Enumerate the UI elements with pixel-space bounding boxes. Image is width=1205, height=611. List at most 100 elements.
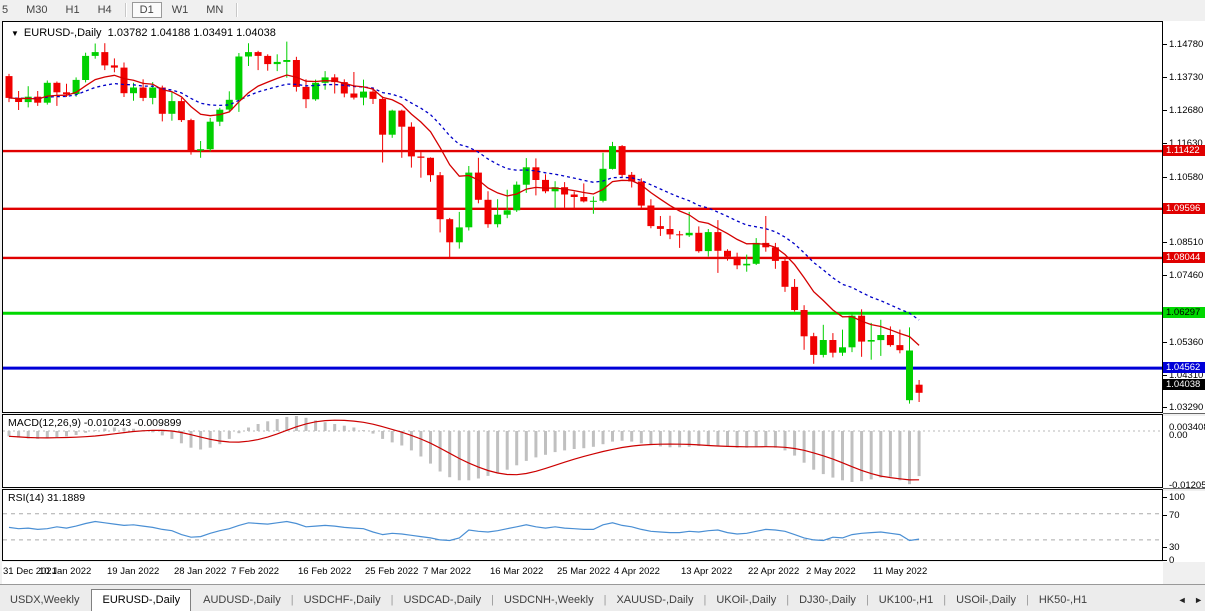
macd-histogram-bar: [821, 431, 825, 475]
chart-menu-dropdown-icon[interactable]: ▼: [11, 29, 19, 38]
symbol-tab-xauusd[interactable]: XAUUSD-,Daily: [616, 594, 694, 606]
candle-body: [177, 101, 185, 121]
date-axis[interactable]: 31 Dec 2021 10 Jan 2022 19 Jan 2022 28 Jan …: [2, 562, 1163, 584]
macd-axis-label: -0.012059: [1169, 480, 1205, 491]
macd-histogram-bar: [908, 431, 911, 485]
timeframe-button-mn[interactable]: MN: [206, 3, 224, 16]
candle-body: [82, 55, 90, 80]
macd-indicator-pane[interactable]: MACD(12,26,9) -0.010243 -0.009899: [2, 414, 1163, 488]
candle-body: [340, 82, 348, 94]
current-price-label: 1.04038: [1163, 379, 1205, 390]
macd-histogram-bar: [831, 431, 835, 478]
symbol-tab-usdx[interactable]: USDX,Weekly: [10, 594, 80, 606]
axis-tick-label: 1.05360: [1169, 337, 1204, 348]
macd-histogram-bar: [601, 431, 605, 445]
candle-body: [120, 67, 128, 94]
timeframe-button-h4[interactable]: H4: [97, 3, 112, 16]
candle-body: [149, 87, 157, 98]
axis-tick: [1163, 110, 1167, 111]
symbol-tab-eurusd[interactable]: EURUSD-,Daily: [91, 589, 192, 611]
main-chart-pane[interactable]: ▼ EURUSD-,Daily 1.03782 1.04188 1.03491 1…: [2, 21, 1163, 413]
rsi-axis-label: 100: [1169, 492, 1185, 503]
candle-body: [436, 175, 444, 220]
timeframe-button-h1[interactable]: H1: [65, 3, 80, 16]
candle-body: [762, 242, 770, 248]
macd-histogram-bar: [668, 431, 672, 448]
candlestick-chart-canvas[interactable]: [3, 22, 1162, 412]
candle-body: [206, 121, 214, 150]
candle-body: [494, 214, 502, 225]
rsi-chart-canvas[interactable]: [3, 490, 1162, 560]
candle-body: [915, 384, 923, 393]
macd-histogram-bar: [93, 430, 97, 431]
macd-histogram-bar: [409, 431, 413, 451]
candle-body: [906, 350, 913, 401]
axis-tick: [1163, 547, 1167, 548]
rsi-axis-label: 30: [1169, 542, 1180, 553]
macd-histogram-bar: [237, 431, 241, 434]
macd-histogram-bar: [7, 431, 11, 437]
tab-scroll-right-icon[interactable]: ►: [1194, 595, 1203, 605]
timeframe-button-5[interactable]: 5: [2, 3, 9, 16]
macd-histogram-bar: [544, 431, 547, 455]
candle-body: [254, 52, 262, 56]
candle-body: [292, 60, 300, 87]
macd-histogram-bar: [726, 431, 729, 447]
candle-body: [848, 315, 856, 348]
macd-histogram-bar: [179, 431, 183, 444]
symbol-tab-ukoil[interactable]: UKOil-,Daily: [716, 594, 777, 606]
macd-histogram-bar: [860, 431, 864, 482]
symbol-tab-usoil[interactable]: USOil-,Daily: [956, 594, 1016, 606]
candle-body: [551, 187, 559, 192]
candle-body: [24, 96, 32, 103]
macd-histogram-bar: [783, 431, 787, 451]
candle-body: [666, 229, 674, 235]
rsi-indicator-pane[interactable]: RSI(14) 31.1889: [2, 489, 1163, 561]
axis-tick-label: 1.08510: [1169, 237, 1204, 248]
symbol-tab-hk50[interactable]: HK50-,H1: [1038, 594, 1088, 606]
price-axis[interactable]: 1.14780 1.13730 1.12680 1.11630 1.10580 1.085…: [1163, 21, 1205, 566]
date-label: 7 Feb 2022: [231, 566, 280, 577]
macd-histogram-bar: [869, 431, 873, 480]
candle-body: [695, 232, 703, 252]
candle-body: [283, 60, 291, 62]
axis-tick: [1163, 342, 1167, 343]
candle-body: [5, 76, 13, 98]
macd-chart-canvas[interactable]: [3, 415, 1162, 487]
tab-scroll-left-icon[interactable]: ◄: [1177, 595, 1187, 605]
candle-body: [800, 310, 808, 337]
macd-histogram-bar: [841, 431, 844, 481]
date-label: 25 Feb 2022: [365, 566, 419, 577]
axis-tick-label: 1.14780: [1169, 39, 1204, 50]
macd-histogram-bar: [534, 431, 538, 458]
ma-fast-line[interactable]: [8, 74, 920, 346]
axis-tick-label: 1.12680: [1169, 105, 1204, 116]
symbol-tab-usdcnh[interactable]: USDCNH-,Weekly: [503, 594, 594, 606]
date-label: 2 May 2022: [806, 566, 856, 577]
candle-body: [350, 93, 358, 98]
candle-body: [810, 336, 818, 355]
macd-histogram-bar: [112, 427, 116, 431]
date-label: 16 Feb 2022: [298, 566, 352, 577]
tab-separator: |: [290, 594, 294, 606]
candle-body: [417, 156, 425, 158]
tab-separator: |: [491, 594, 494, 606]
macd-histogram-bar: [505, 431, 509, 470]
timeframe-button-w1[interactable]: W1: [171, 3, 189, 16]
ma-slow-line[interactable]: [8, 82, 920, 321]
tab-separator: |: [1025, 594, 1029, 606]
symbol-tab-audusd[interactable]: AUDUSD-,Daily: [203, 594, 281, 606]
candle-body: [398, 110, 406, 127]
symbol-tab-usdcad[interactable]: USDCAD-,Daily: [403, 594, 482, 606]
timeframe-toolbar: 5 M30 H1 H4 D1 W1 MN: [0, 0, 1205, 19]
axis-separator: [1163, 413, 1205, 416]
macd-histogram-bar: [36, 431, 40, 439]
symbol-tab-usdchf[interactable]: USDCHF-,Daily: [303, 594, 381, 606]
timeframe-button-m30[interactable]: M30: [26, 3, 48, 16]
symbol-tab-uk100[interactable]: UK100-,H1: [878, 594, 934, 606]
symbol-tab-dj30[interactable]: DJ30-,Daily: [799, 594, 856, 606]
candle-body: [724, 250, 731, 257]
timeframe-button-d1[interactable]: D1: [131, 1, 162, 18]
candle-body: [360, 91, 367, 98]
macd-histogram-bar: [189, 431, 193, 448]
